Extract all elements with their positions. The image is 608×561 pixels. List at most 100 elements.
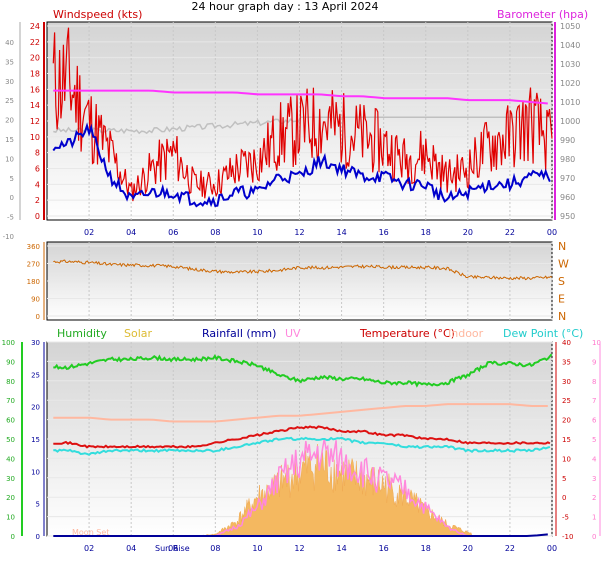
far-left-tick: 35 xyxy=(5,58,14,66)
temp-tick: -10 xyxy=(562,533,573,541)
temp-tick: 40 xyxy=(562,339,571,347)
rainfall-line xyxy=(53,533,548,537)
rain-tick: 10 xyxy=(31,468,40,476)
barometer-tick: 960 xyxy=(560,193,575,202)
far-left-tick: 40 xyxy=(5,39,14,47)
far-left-tick: -10 xyxy=(3,233,14,241)
temp-tick: 35 xyxy=(562,358,571,366)
uv-tick: 2 xyxy=(592,494,596,502)
windspeed-tick: 8 xyxy=(35,149,40,158)
windspeed-tick: 22 xyxy=(30,38,40,47)
temp-x-tick: 08 xyxy=(210,544,220,553)
uv-tick: 5 xyxy=(592,436,596,444)
windspeed-tick: 16 xyxy=(30,85,40,94)
barometer-tick: 990 xyxy=(560,136,575,145)
wind-x-tick: 04 xyxy=(126,228,136,237)
uv-tick: 9 xyxy=(592,358,596,366)
temp-x-tick: 02 xyxy=(84,544,94,553)
humidity-line xyxy=(53,353,553,388)
humidity-tick: 30 xyxy=(6,475,15,483)
temp-axis-ticks: 02 04 06 08 10 12 14 16 18 20 22 001009080706050403… xyxy=(2,339,601,553)
temp-tick: 15 xyxy=(562,436,571,444)
windspeed-tick: 10 xyxy=(30,133,40,142)
barometer-tick: 1030 xyxy=(560,60,580,69)
indoor-line xyxy=(53,403,548,423)
wind-x-tick: 08 xyxy=(210,228,220,237)
far-left-tick: 0 xyxy=(10,194,14,202)
compass-tick: N xyxy=(558,310,566,323)
wind-x-tick: 18 xyxy=(421,228,431,237)
uv-tick: 4 xyxy=(592,455,597,463)
windspeed-line xyxy=(52,27,553,202)
compass-tick: E xyxy=(558,293,565,306)
uv-tick: 8 xyxy=(592,378,596,386)
uv-tick: 6 xyxy=(592,417,597,425)
temp-tick: 10 xyxy=(562,455,571,463)
barometer-tick: 1020 xyxy=(560,79,580,88)
windspeed-tick: 18 xyxy=(30,70,40,79)
humidity-tick: 80 xyxy=(6,378,15,386)
barometer-tick: 1040 xyxy=(560,41,580,50)
humidity-tick: 40 xyxy=(6,455,15,463)
uv-legend: UV xyxy=(285,327,301,340)
rain-tick: 25 xyxy=(31,371,40,379)
barometer-tick: 1010 xyxy=(560,98,580,107)
direction-tick: 360 xyxy=(27,243,40,251)
temp-humidity-panel: Humidity Solar Rainfall (mm) UV Temperat… xyxy=(2,327,601,553)
direction-tick: 270 xyxy=(27,261,40,269)
uv-tick: 7 xyxy=(592,397,596,405)
dewpoint-legend: Dew Point (°C) xyxy=(503,327,583,340)
direction-tick: 90 xyxy=(31,296,40,304)
indoor-legend: Indoor xyxy=(448,327,484,340)
temp-x-tick: 22 xyxy=(505,544,515,553)
temp-x-tick: 04 xyxy=(126,544,136,553)
graph-title: 24 hour graph day : 13 April 2024 xyxy=(192,0,379,13)
temp-x-tick: 06 xyxy=(168,544,178,553)
temp-tick: 25 xyxy=(562,397,571,405)
windspeed-axis-label: Windspeed (kts) xyxy=(53,8,142,21)
windspeed-tick: 0 xyxy=(35,212,40,221)
windspeed-tick: 6 xyxy=(35,165,40,174)
wind-x-tick: 16 xyxy=(379,228,389,237)
direction-series xyxy=(53,259,553,281)
uv-line xyxy=(204,438,468,537)
sun-rise-label: Sun Rise xyxy=(155,544,190,553)
direction-tick: 180 xyxy=(27,278,40,286)
rainfall-legend: Rainfall (mm) xyxy=(202,327,276,340)
far-left-tick: -5 xyxy=(7,214,14,222)
wind-average-line xyxy=(52,122,551,208)
humidity-tick: 100 xyxy=(2,339,15,347)
wind-x-tick: 10 xyxy=(252,228,262,237)
wind-x-tick: 00 xyxy=(547,228,557,237)
barometer-tick: 1000 xyxy=(560,117,580,126)
moon-set-label: Moon Set xyxy=(72,528,109,537)
temp-tick: 0 xyxy=(562,494,566,502)
temp-x-tick: 00 xyxy=(547,544,557,553)
windspeed-tick: 14 xyxy=(30,101,40,110)
humidity-tick: 60 xyxy=(6,417,15,425)
direction-grid xyxy=(47,242,553,320)
temperature-line xyxy=(53,425,551,449)
rain-tick: 15 xyxy=(31,436,40,444)
barometer-axis-label: Barometer (hpa) xyxy=(497,8,588,21)
temp-tick: 20 xyxy=(562,417,571,425)
humidity-legend: Humidity xyxy=(57,327,107,340)
rain-tick: 5 xyxy=(36,501,40,509)
far-left-tick: 25 xyxy=(5,97,14,105)
windspeed-tick: 12 xyxy=(30,117,40,126)
rain-tick: 30 xyxy=(31,339,40,347)
humidity-tick: 90 xyxy=(6,358,15,366)
wind-x-tick: 12 xyxy=(294,228,304,237)
humidity-tick: 0 xyxy=(11,533,15,541)
windspeed-tick: 24 xyxy=(30,22,40,31)
far-left-tick: 20 xyxy=(5,117,14,125)
temp-x-tick: 12 xyxy=(294,544,304,553)
wind-series xyxy=(52,27,553,208)
wind-x-tick: 14 xyxy=(336,228,346,237)
wind-direction-line xyxy=(53,259,553,281)
temp-tick: -5 xyxy=(562,514,569,522)
uv-tick: 0 xyxy=(592,533,596,541)
